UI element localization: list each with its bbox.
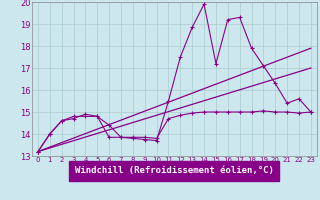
X-axis label: Windchill (Refroidissement éolien,°C): Windchill (Refroidissement éolien,°C) [75, 166, 274, 175]
